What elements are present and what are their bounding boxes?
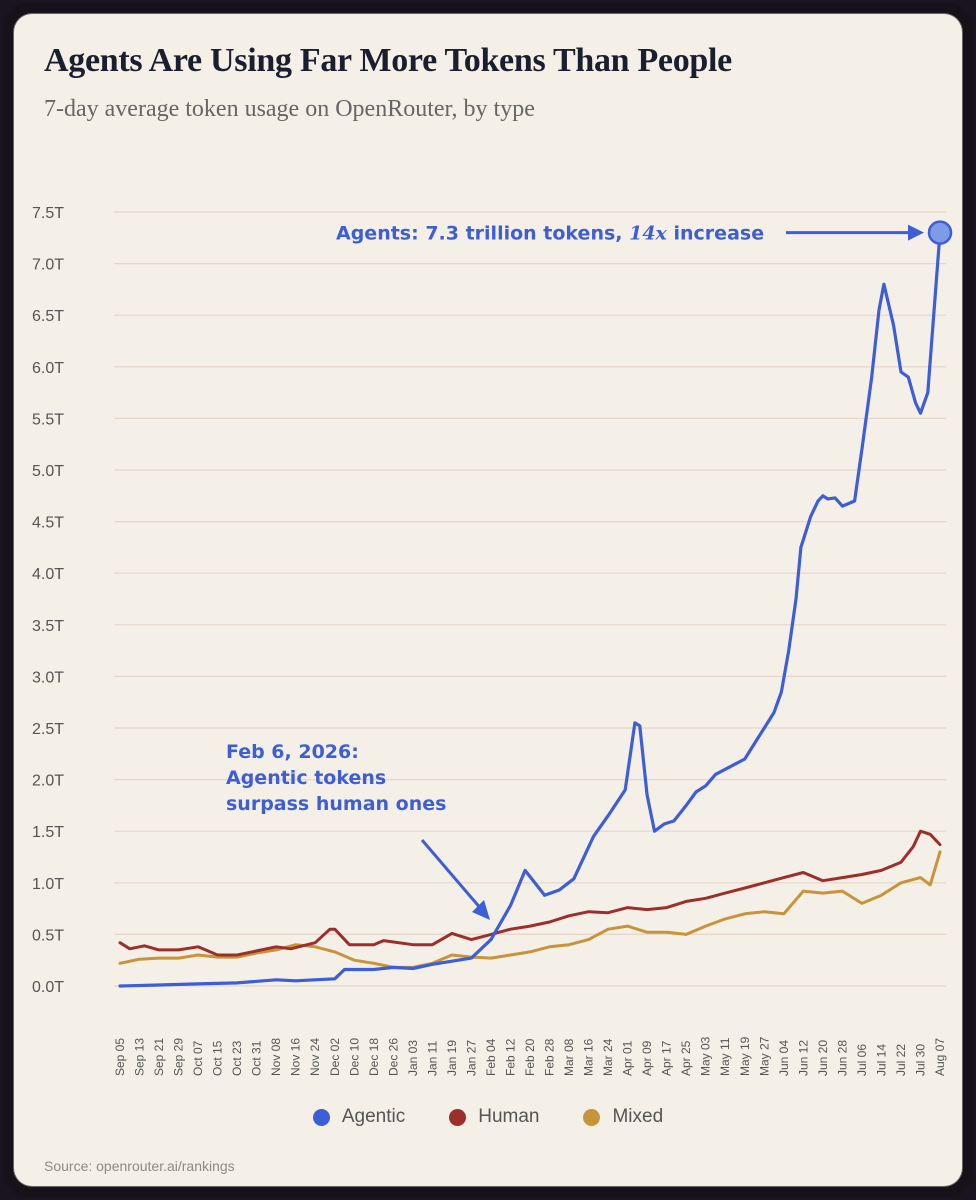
series-line-agentic bbox=[118, 231, 942, 988]
x-tick-label: Jan 03 bbox=[406, 1040, 420, 1076]
y-tick-label: 2.0T bbox=[32, 773, 64, 790]
x-tick-label: May 19 bbox=[738, 1036, 752, 1076]
chart-title: Agents Are Using Far More Tokens Than Pe… bbox=[44, 42, 732, 79]
x-tick-label: May 27 bbox=[757, 1036, 771, 1076]
legend-swatch-agentic bbox=[312, 1108, 330, 1126]
x-tick-label: Apr 01 bbox=[621, 1040, 635, 1076]
y-tick-label: 2.5T bbox=[32, 721, 64, 738]
x-tick-label: Feb 04 bbox=[484, 1038, 498, 1076]
x-tick-label: Dec 18 bbox=[367, 1038, 381, 1076]
x-tick-label: Sep 29 bbox=[172, 1038, 186, 1076]
x-tick-label: Apr 17 bbox=[660, 1040, 674, 1076]
x-tick-label: Jul 22 bbox=[894, 1044, 908, 1076]
legend-item-human[interactable]: Human bbox=[449, 1106, 539, 1128]
source-note: Source: openrouter.ai/rankings bbox=[44, 1158, 235, 1174]
crossover-annotation-line: Feb 6, 2026: bbox=[226, 741, 359, 763]
y-tick-label: 6.0T bbox=[32, 360, 64, 377]
x-tick-label: Apr 25 bbox=[679, 1040, 693, 1076]
chart-card: Agents Are Using Far More Tokens Than Pe… bbox=[14, 14, 962, 1186]
x-tick-label: Oct 23 bbox=[230, 1040, 244, 1076]
y-tick-label: 3.5T bbox=[32, 618, 64, 635]
x-tick-label: Nov 08 bbox=[269, 1038, 283, 1076]
x-tick-label: Oct 31 bbox=[250, 1040, 264, 1076]
y-tick-label: 1.0T bbox=[32, 876, 64, 893]
x-tick-label: Aug 07 bbox=[933, 1038, 947, 1076]
x-tick-label: Jan 19 bbox=[445, 1040, 459, 1076]
x-tick-label: Oct 15 bbox=[211, 1040, 225, 1076]
x-tick-label: Nov 16 bbox=[289, 1038, 303, 1076]
x-tick-label: Mar 24 bbox=[601, 1038, 615, 1076]
legend-label-human: Human bbox=[478, 1106, 540, 1127]
x-tick-label: Oct 07 bbox=[191, 1040, 205, 1076]
x-tick-label: Mar 16 bbox=[582, 1038, 596, 1076]
y-tick-label: 0.5T bbox=[32, 927, 64, 944]
x-tick-label: Dec 26 bbox=[386, 1038, 400, 1076]
legend: Agentic Human Mixed bbox=[14, 1106, 962, 1128]
y-tick-label: 7.5T bbox=[32, 205, 64, 222]
x-tick-label: Jul 14 bbox=[874, 1044, 888, 1076]
y-tick-label: 5.5T bbox=[32, 411, 64, 428]
chart-svg: 0.0T 0.5T 1.0T 1.5T 2.0T 2.5T 3.0T 3.5T 4.0T 4.5T… bbox=[32, 205, 953, 1076]
chart-subtitle: 7-day average token usage on OpenRouter,… bbox=[44, 96, 535, 122]
annotations: Agents: 7.3 trillion tokens, 14x increas… bbox=[226, 223, 924, 920]
peak-arrow-head bbox=[908, 224, 924, 241]
y-tick-label: 6.5T bbox=[32, 308, 64, 325]
legend-item-mixed[interactable]: Mixed bbox=[583, 1106, 663, 1128]
y-tick-label: 0.0T bbox=[32, 979, 64, 996]
gridlines bbox=[114, 211, 946, 987]
legend-swatch-mixed bbox=[583, 1108, 601, 1126]
x-tick-label: Dec 10 bbox=[347, 1038, 361, 1076]
x-tick-label: Feb 12 bbox=[503, 1038, 517, 1076]
x-tick-label: Feb 20 bbox=[523, 1038, 537, 1076]
x-tick-label: Nov 24 bbox=[308, 1038, 322, 1076]
crossover-annotation-line: surpass human ones bbox=[226, 793, 446, 815]
x-axis-ticks: Sep 05 Sep 13 Sep 21 Sep 29 Oct 07 Oct 15 Oct … bbox=[113, 1036, 947, 1076]
y-tick-label: 7.0T bbox=[32, 257, 64, 274]
series-line-human bbox=[118, 829, 942, 957]
y-tick-label: 4.5T bbox=[32, 515, 64, 532]
x-tick-label: May 03 bbox=[699, 1036, 713, 1076]
x-tick-label: May 11 bbox=[718, 1037, 732, 1076]
x-tick-label: Jun 04 bbox=[777, 1040, 791, 1076]
x-tick-label: Jun 12 bbox=[796, 1040, 810, 1076]
x-tick-label: Dec 02 bbox=[328, 1038, 342, 1076]
agentic-peak-marker bbox=[927, 220, 953, 245]
y-tick-label: 4.0T bbox=[32, 566, 64, 583]
x-tick-label: Sep 05 bbox=[113, 1038, 127, 1076]
series-line-mixed bbox=[118, 850, 942, 969]
x-tick-label: Jul 06 bbox=[855, 1044, 869, 1076]
series-lines bbox=[118, 220, 953, 988]
legend-swatch-human bbox=[449, 1108, 467, 1126]
y-tick-label: 5.0T bbox=[32, 463, 64, 480]
x-tick-label: Jan 27 bbox=[464, 1040, 478, 1076]
x-tick-label: Sep 13 bbox=[133, 1038, 147, 1076]
y-tick-label: 1.5T bbox=[32, 824, 64, 841]
x-tick-label: Jun 28 bbox=[835, 1040, 849, 1076]
x-tick-label: Jul 30 bbox=[913, 1044, 927, 1076]
legend-item-agentic[interactable]: Agentic bbox=[312, 1106, 406, 1128]
x-tick-label: Jan 11 bbox=[425, 1041, 439, 1076]
x-tick-label: Feb 28 bbox=[543, 1038, 557, 1076]
x-tick-label: Sep 21 bbox=[152, 1038, 166, 1076]
crossover-arrow-line bbox=[420, 839, 484, 911]
legend-label-mixed: Mixed bbox=[612, 1106, 664, 1127]
x-tick-label: Jun 20 bbox=[816, 1040, 830, 1076]
legend-label-agentic: Agentic bbox=[341, 1106, 406, 1127]
crossover-arrow-head bbox=[472, 900, 490, 920]
x-tick-label: Apr 09 bbox=[640, 1040, 654, 1076]
crossover-annotation-line: Agentic tokens bbox=[226, 767, 386, 789]
y-axis-ticks: 0.0T 0.5T 1.0T 1.5T 2.0T 2.5T 3.0T 3.5T 4.0T 4.5T… bbox=[32, 205, 64, 996]
peak-annotation-text: Agents: 7.3 trillion tokens, 14x increas… bbox=[336, 223, 764, 245]
x-tick-label: Mar 08 bbox=[562, 1038, 576, 1076]
y-tick-label: 3.0T bbox=[32, 669, 64, 686]
